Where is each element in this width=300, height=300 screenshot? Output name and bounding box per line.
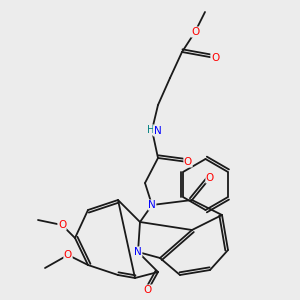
Text: O: O (206, 173, 214, 183)
Text: N: N (134, 247, 142, 257)
Text: H: H (147, 125, 154, 135)
Text: O: O (58, 220, 66, 230)
Text: O: O (184, 157, 192, 167)
Text: N: N (154, 126, 161, 136)
Text: O: O (211, 53, 219, 63)
Text: O: O (144, 285, 152, 295)
Text: N: N (148, 200, 156, 210)
Text: O: O (191, 27, 199, 37)
Text: O: O (64, 250, 72, 260)
